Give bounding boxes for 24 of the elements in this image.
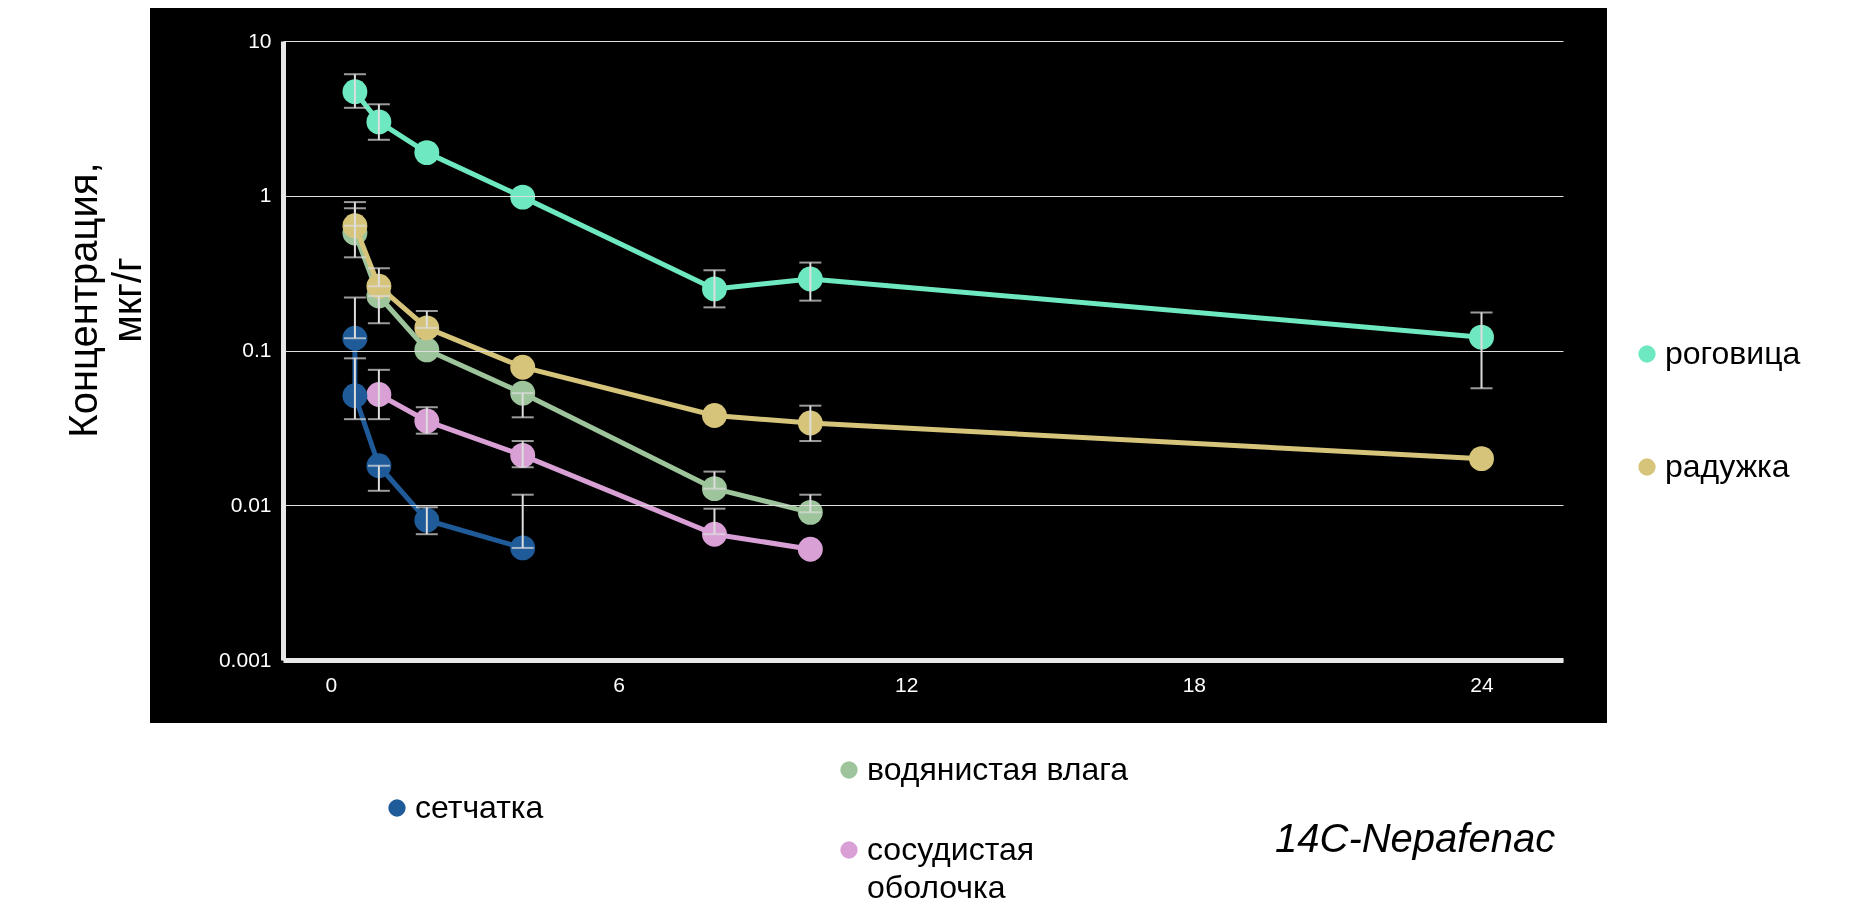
- point: [702, 403, 727, 428]
- text: 14C-Nepafenac: [1275, 816, 1556, 860]
- legend-label: роговица: [1665, 335, 1801, 371]
- legend-label: сетчатка: [415, 789, 544, 825]
- point: [414, 337, 440, 363]
- x-tick-label: 12: [895, 672, 919, 696]
- y-tick-label: 1: [259, 183, 272, 207]
- y-tick-label: 10: [248, 28, 272, 52]
- point: [510, 354, 536, 380]
- point: [510, 184, 536, 210]
- legend-label: водянистая влага: [867, 751, 1129, 787]
- legend-label: сосудистая оболочка: [867, 831, 1035, 905]
- point: [797, 536, 823, 562]
- y-axis-title: Концентрация, мкг/г: [61, 162, 149, 438]
- y-tick-label: 0.1: [242, 338, 272, 361]
- x-tick-label: 24: [1470, 672, 1494, 696]
- y-tick-label: 0.001: [218, 647, 272, 671]
- point: [1469, 446, 1494, 472]
- x-tick-label: 18: [1182, 672, 1207, 696]
- point: [414, 140, 440, 166]
- x-tick-label: 0: [325, 672, 338, 696]
- x-tick-label: 6: [613, 672, 625, 696]
- legend-label: радужка: [1665, 448, 1790, 484]
- y-tick-label: 0.01: [230, 492, 272, 516]
